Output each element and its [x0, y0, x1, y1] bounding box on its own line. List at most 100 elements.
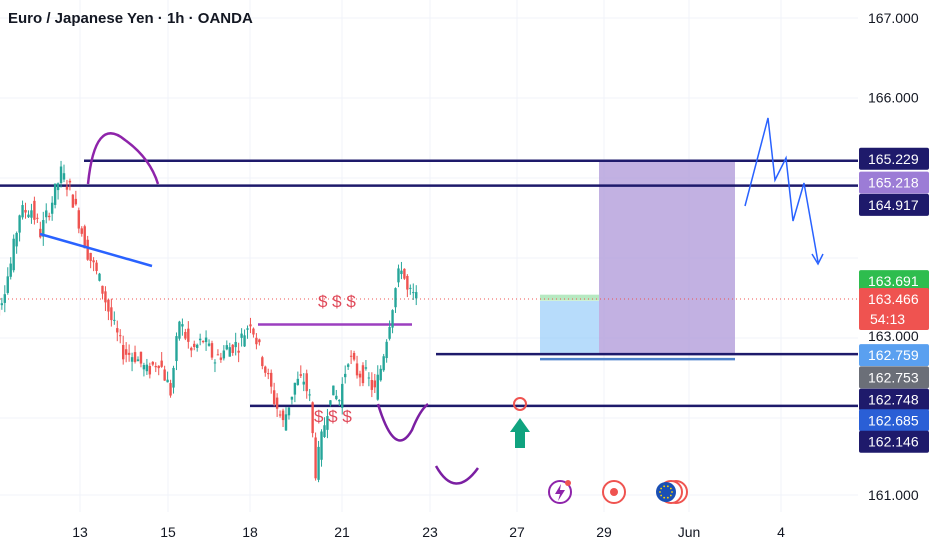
candle-body [367, 377, 371, 379]
candle-body [213, 362, 217, 364]
chart-levels [0, 159, 858, 408]
dollar-label-top: $ $ $ [318, 292, 356, 311]
candle-body [65, 186, 69, 190]
price-badge-label: 164.917 [868, 197, 919, 213]
candle-body [9, 263, 12, 277]
candle-body [201, 341, 205, 343]
candle-body [216, 354, 220, 356]
price-axis-label: 167.000 [868, 10, 919, 26]
candle-body [323, 425, 326, 438]
candle-body [252, 328, 255, 335]
candle-body [394, 288, 397, 308]
candle-body [326, 416, 329, 430]
candle-body [293, 382, 297, 395]
candle-body [119, 335, 122, 337]
candle-body [18, 215, 21, 233]
dollar-label-bottom: $ $ $ [314, 407, 352, 426]
candle-body [370, 379, 374, 390]
eu-flag-event-icon [656, 480, 688, 504]
candle-body [338, 400, 341, 402]
candle-body [198, 338, 202, 341]
candle-body [388, 327, 391, 339]
candle-body [210, 343, 214, 358]
time-axis-label: 21 [334, 524, 350, 540]
price-badge [859, 270, 929, 293]
candle-body [264, 366, 267, 373]
candle-body [320, 431, 323, 460]
candle-body [136, 359, 140, 362]
candle-body [178, 321, 181, 339]
candle-body [329, 400, 332, 405]
price-badges: 165.229165.218164.917163.691163.585162.7… [859, 147, 929, 453]
candle-body [317, 446, 320, 480]
candle-body [332, 385, 335, 396]
candle-body [145, 364, 149, 372]
candle-body [302, 381, 305, 385]
candle-body [116, 328, 119, 333]
candle-body [403, 268, 406, 279]
candle-body [261, 357, 264, 367]
candle-body [187, 328, 190, 342]
candle-body [71, 194, 75, 208]
candle-body [89, 252, 92, 261]
candle-body [12, 238, 15, 271]
candle-body [222, 350, 226, 359]
candle-body [172, 367, 175, 388]
candle-body [358, 373, 362, 378]
candle-body [240, 333, 243, 338]
candle-body [50, 202, 54, 214]
time-axis-label: 23 [422, 524, 438, 540]
candle-body [127, 352, 131, 355]
candle-body [77, 210, 80, 229]
price-badge-label: 162.759 [868, 347, 919, 363]
candle-body [42, 220, 45, 237]
candle-body [27, 214, 30, 218]
price-axis-label: 166.000 [868, 90, 919, 106]
candle-body [409, 287, 412, 289]
time-axis[interactable]: 13 15 18 21 23 27 29 Jun 4 [72, 524, 785, 540]
candle-body [139, 351, 143, 364]
projection-arrow-icon [811, 253, 824, 266]
candle-body [376, 374, 379, 400]
candle-body [267, 373, 270, 375]
candle-body [160, 360, 163, 367]
price-badge-label: 162.753 [868, 369, 919, 385]
candle-body [270, 372, 273, 387]
candle-body [104, 291, 107, 303]
candle-body [148, 365, 152, 375]
candle-body [175, 336, 178, 362]
candle-body [21, 205, 24, 218]
candle-body [379, 368, 382, 381]
candle-body [305, 373, 308, 392]
price-badge-label: 165.218 [868, 175, 919, 191]
candle-body [246, 328, 249, 330]
countdown-label: 54:13 [870, 311, 905, 327]
candle-body [397, 268, 400, 283]
candle-body [406, 275, 409, 290]
candle-body [184, 331, 187, 339]
candle-body [62, 173, 66, 180]
candle-body [15, 232, 18, 247]
candle-body [169, 383, 172, 396]
price-axis[interactable]: 167.000 166.000 163.000 161.000 [868, 10, 919, 503]
price-axis-label: 161.000 [868, 487, 919, 503]
lightning-event-icon [548, 480, 572, 504]
event-icons[interactable] [548, 480, 688, 504]
time-axis-label: 18 [242, 524, 258, 540]
candle-body [391, 310, 394, 328]
time-axis-label: 29 [596, 524, 612, 540]
price-badge [859, 409, 929, 432]
price-badge [859, 366, 929, 389]
candle-body [237, 350, 240, 353]
candle-body [278, 414, 282, 416]
candle-body [130, 357, 134, 362]
candle-body [204, 337, 208, 343]
price-badge [859, 344, 929, 367]
candle-body [190, 347, 193, 351]
candle-body [243, 335, 246, 347]
candle-body [349, 355, 353, 357]
trendline [39, 232, 153, 268]
candle-body [53, 183, 57, 205]
